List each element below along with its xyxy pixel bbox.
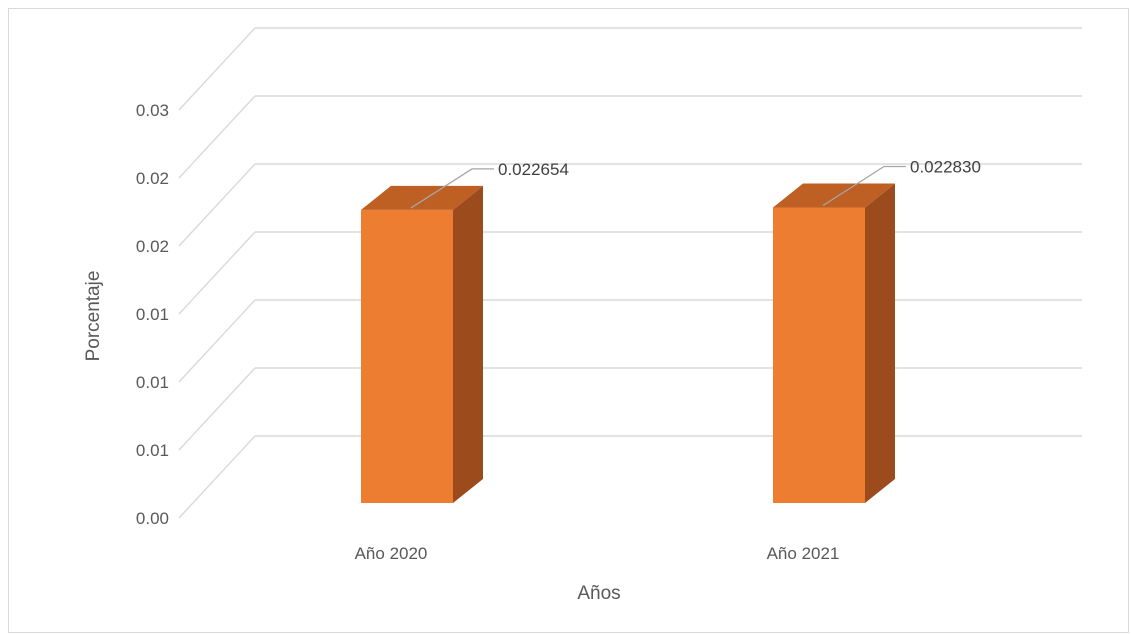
x-tick-labels: Año 2020 Año 2021 — [355, 544, 840, 563]
data-label: 0.022830 — [822, 158, 981, 207]
y-axis-title: Porcentaje — [83, 271, 104, 362]
x-tick-label: Año 2020 — [355, 544, 428, 563]
data-label: 0.022654 — [410, 160, 569, 209]
y-tick-label: 0.01 — [136, 305, 169, 324]
gridline — [178, 435, 1082, 519]
y-tick-label: 0.03 — [136, 101, 169, 120]
bar — [773, 183, 895, 503]
gridline — [178, 299, 1082, 383]
chart-svg: 0.000.010.010.010.020.020.03 0.022654 0.0… — [83, 27, 1082, 604]
x-axis-title: Años — [577, 583, 620, 604]
y-tick-labels: 0.00 0.01 0.01 0.01 0.02 0.02 0.03 — [136, 101, 169, 528]
bar — [361, 185, 483, 504]
gridline — [178, 163, 1082, 247]
y-tick-label: 0.01 — [136, 441, 169, 460]
y-tick-label: 0.00 — [136, 509, 169, 528]
chart-area: 0.00 0.01 0.01 0.01 0.02 0.02 0.03 0.022654 0.0… — [8, 8, 1129, 633]
gridline — [178, 95, 1082, 179]
y-tick-label: 0.02 — [136, 169, 169, 188]
x-tick-label: Año 2021 — [767, 544, 840, 563]
gridlines — [178, 27, 1082, 519]
gridline — [178, 367, 1082, 451]
svg-text:0.022654: 0.022654 — [498, 160, 569, 179]
gridline — [178, 27, 1082, 111]
y-tick-label: 0.02 — [136, 237, 169, 256]
bars: 0.022654 0.022830 — [361, 158, 981, 504]
svg-text:0.022830: 0.022830 — [910, 158, 981, 177]
gridline — [178, 231, 1082, 315]
y-tick-label: 0.01 — [136, 373, 169, 392]
